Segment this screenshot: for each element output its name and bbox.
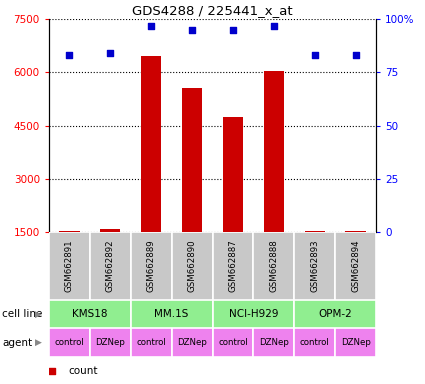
Bar [49,232,90,300]
Bar [294,328,335,357]
Text: GSM662894: GSM662894 [351,240,360,292]
Bar [305,231,325,232]
Text: control: control [136,338,166,347]
Bar [294,232,335,300]
Bar [335,328,376,357]
Title: GDS4288 / 225441_x_at: GDS4288 / 225441_x_at [132,3,293,17]
Bar [131,232,172,300]
Text: cell line: cell line [2,309,42,319]
Bar [172,232,212,300]
Text: DZNep: DZNep [341,338,371,347]
Bar [264,71,284,232]
Bar [212,300,294,328]
Bar [90,328,131,357]
Bar [172,328,212,357]
Text: agent: agent [2,338,32,348]
Text: ▶: ▶ [35,338,42,347]
Text: control: control [300,338,330,347]
Bar [253,232,294,300]
Text: GSM662891: GSM662891 [65,240,74,292]
Text: GSM662890: GSM662890 [187,240,196,292]
Bar [182,88,202,232]
Bar [131,328,172,357]
Text: GSM662893: GSM662893 [310,240,319,292]
Text: GSM662889: GSM662889 [147,240,156,292]
Point [49,367,56,374]
Text: MM.1S: MM.1S [154,309,189,319]
Bar [223,117,243,232]
Bar [335,232,376,300]
Text: DZNep: DZNep [259,338,289,347]
Text: DZNep: DZNep [95,338,125,347]
Bar [90,232,131,300]
Text: DZNep: DZNep [177,338,207,347]
Point [148,23,155,29]
Text: GSM662888: GSM662888 [269,240,278,292]
Text: KMS18: KMS18 [72,309,108,319]
Bar [131,300,212,328]
Text: count: count [68,366,98,376]
Point [312,52,318,58]
Bar [212,328,253,357]
Bar [212,232,253,300]
Text: GSM662887: GSM662887 [229,240,238,292]
Bar [49,300,131,328]
Text: control: control [54,338,84,347]
Point [270,23,277,29]
Bar [141,56,162,232]
Bar [346,231,366,232]
Text: OPM-2: OPM-2 [318,309,352,319]
Point [352,52,359,58]
Bar [294,300,376,328]
Point [66,52,73,58]
Point [230,27,236,33]
Point [189,27,196,33]
Bar [253,328,294,357]
Text: ▶: ▶ [35,310,42,318]
Text: GSM662892: GSM662892 [106,240,115,292]
Text: control: control [218,338,248,347]
Point [107,50,113,56]
Bar [49,328,90,357]
Bar [100,229,120,232]
Text: NCI-H929: NCI-H929 [229,309,278,319]
Bar [59,231,79,232]
